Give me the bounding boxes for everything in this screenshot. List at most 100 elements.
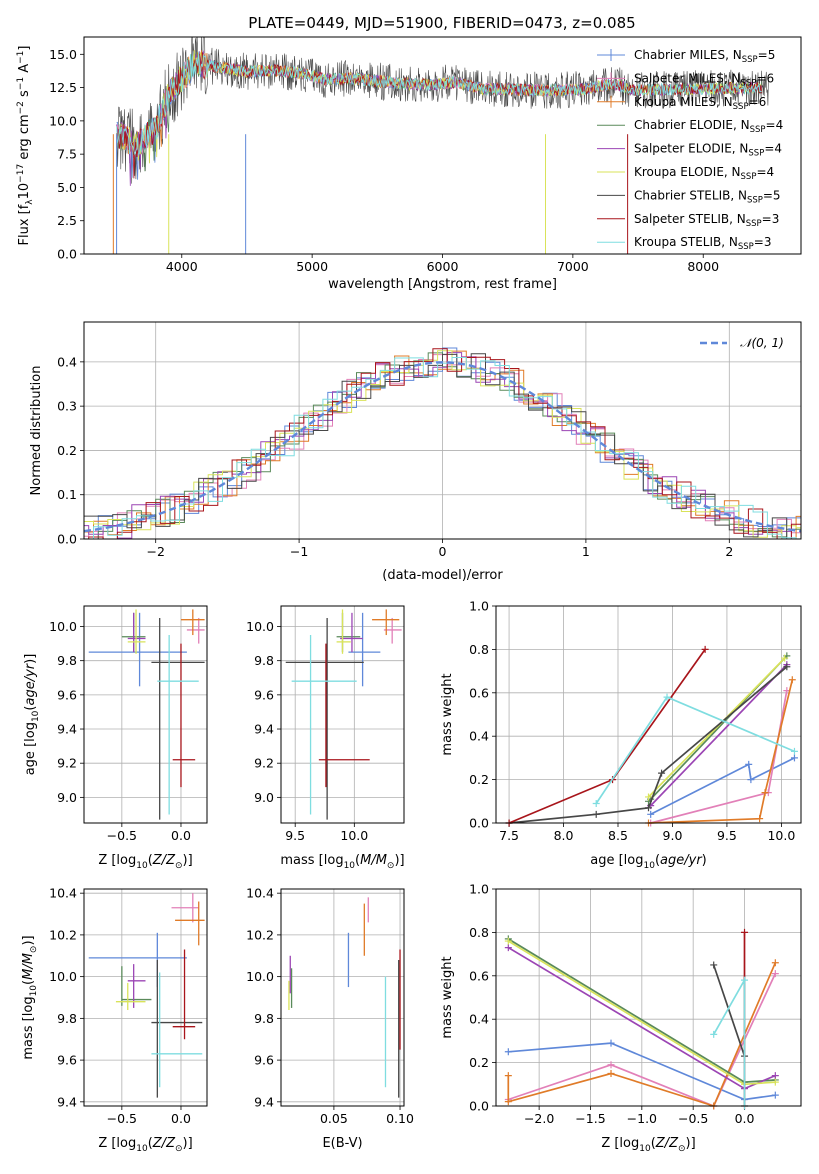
x-tick-label: −0.5	[107, 1111, 137, 1126]
marker	[645, 804, 652, 812]
y-tick-label: 9.4	[254, 722, 274, 737]
y-tick-label: 9.6	[57, 1053, 77, 1068]
errorbar-point	[336, 609, 351, 654]
y-tick-label: 0.3	[57, 399, 77, 414]
legend-entry: 𝒩(0, 1)	[700, 336, 784, 350]
y-tick-label: 0.0	[469, 816, 489, 831]
age_Z-frame	[83, 605, 208, 824]
marker	[745, 760, 753, 768]
marker	[783, 663, 791, 671]
mass-weight-series	[504, 1039, 779, 1103]
legend-entry: Salpeter STELIB, NSSP=3	[597, 212, 779, 229]
marker	[790, 747, 798, 755]
marker	[761, 789, 769, 797]
marker	[701, 645, 709, 653]
mass-weight-series	[645, 654, 789, 801]
x-tick-label: 0.0	[735, 1111, 755, 1126]
y-tick-label: 9.4	[57, 1094, 77, 1109]
x-tick-label: 7.5	[499, 828, 519, 843]
x-axis-label: E(B-V)	[322, 1136, 362, 1151]
x-tick-label: 0.10	[386, 1111, 414, 1126]
y-tick-label: 9.8	[57, 653, 77, 668]
legend-entry: Salpeter MILES, NSSP=6	[597, 71, 774, 88]
errorbar-point	[115, 982, 146, 1011]
y-tick-label: 10.0	[246, 619, 274, 634]
x-tick-label: 9.5	[717, 828, 737, 843]
errorbar-point	[340, 612, 363, 653]
y-tick-label: 0.8	[469, 642, 489, 657]
y-tick-label: 0.2	[469, 1055, 489, 1070]
y-tick-label: 0.2	[469, 772, 489, 787]
y-axis-label: age [log10(age/yr)]	[23, 654, 41, 776]
y-axis-label: mass weight	[440, 673, 455, 755]
legend-label: Kroupa MILES, NSSP=6	[634, 95, 766, 112]
errorbar-point	[127, 964, 146, 1008]
errorbar-point	[186, 617, 205, 644]
x-axis-label: mass [log10(M/M⊙)]	[280, 853, 404, 871]
x-axis-label: (data-model)/error	[382, 568, 503, 583]
marker	[607, 1069, 615, 1077]
marker	[504, 1048, 512, 1056]
legend-label: Chabrier MILES, NSSP=5	[634, 48, 775, 65]
errorbar-point	[171, 893, 199, 923]
age_mass-frame	[280, 605, 405, 824]
x-axis-label: Z [log10(Z/Z⊙)]	[98, 1136, 192, 1154]
x-tick-label: −2.0	[524, 1111, 554, 1126]
marker	[658, 769, 666, 777]
mw_Z-axes: −2.0 −1.5 −1.0 −0.5 0.0 0.0 0.2 0.4 0.6 0.8 1.0	[469, 882, 801, 1126]
legend-label: Kroupa STELIB, NSSP=3	[634, 235, 772, 252]
errorbar-point	[172, 643, 196, 788]
marker	[592, 810, 600, 818]
y-axis-label: mass [log10(M/M⊙)]	[21, 935, 39, 1059]
legend-entry: Kroupa ELODIE, NSSP=4	[597, 165, 774, 182]
errorbar-point	[172, 949, 196, 1040]
marker	[710, 1030, 718, 1038]
errorbar-point	[127, 609, 146, 654]
marker	[771, 1078, 779, 1086]
histogram-series	[84, 348, 801, 539]
x-axis-label: wavelength [Angstrom, rest frame]	[328, 277, 557, 292]
mw_age-frame	[495, 605, 802, 824]
legend-entry: Kroupa MILES, NSSP=6	[597, 95, 766, 112]
errorbar-point	[318, 643, 370, 788]
histogram-series	[84, 353, 801, 539]
marker	[790, 754, 798, 762]
errorbar-point	[175, 901, 205, 946]
errorbar-point	[151, 959, 203, 1098]
y-tick-label: 0.8	[469, 925, 489, 940]
mass-weight-series	[505, 663, 791, 827]
spectrum-line	[116, 51, 762, 157]
marker	[504, 1098, 512, 1106]
y-tick-label: 0.1	[57, 487, 77, 502]
age_Z-axes: −0.5 0.0 9.0 9.2 9.4 9.6 9.8 10.0	[49, 606, 207, 843]
x-tick-label: 5000	[296, 259, 328, 274]
legend-entry: Kroupa STELIB, NSSP=3	[597, 235, 772, 252]
marker	[663, 693, 671, 701]
x-tick-label: 9.5	[285, 828, 305, 843]
x-tick-label: 0.05	[320, 1111, 348, 1126]
x-tick-label: 1	[582, 544, 590, 559]
x-tick-label: 8000	[687, 259, 719, 274]
legend-label: Chabrier STELIB, NSSP=5	[634, 188, 781, 205]
marker	[645, 793, 652, 801]
x-tick-label: 9.0	[663, 828, 683, 843]
y-tick-label: 10.0	[246, 969, 274, 984]
legend-label: 𝒩(0, 1)	[740, 336, 784, 350]
x-tick-label: 10.0	[340, 828, 368, 843]
legend-entry: Chabrier MILES, NSSP=5	[597, 48, 775, 65]
x-tick-label: −0.5	[107, 828, 137, 843]
marker	[504, 1072, 512, 1080]
x-tick-label: 4000	[166, 259, 198, 274]
x-tick-label: 8.0	[554, 828, 574, 843]
x-tick-label: 2	[725, 544, 733, 559]
y-tick-label: 9.6	[57, 687, 77, 702]
y-tick-label: 9.4	[57, 722, 77, 737]
y-axis-label: Normed distribution	[29, 366, 44, 496]
marker	[592, 799, 600, 807]
y-tick-label: 0.4	[469, 1012, 489, 1027]
legend-entry: Salpeter ELODIE, NSSP=4	[597, 142, 782, 159]
histogram-frame	[83, 321, 802, 540]
x-tick-label: 7000	[557, 259, 589, 274]
marker	[781, 654, 789, 662]
